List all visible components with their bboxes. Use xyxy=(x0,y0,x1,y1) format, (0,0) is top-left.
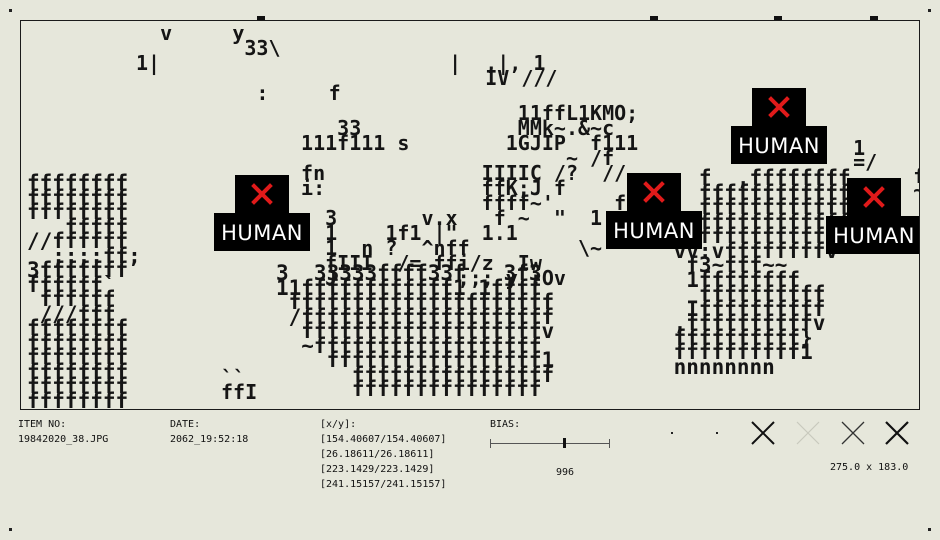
ascii-art-bottom: `` ffI xyxy=(221,366,258,404)
xy-row: [241.15157/241.15157] xyxy=(320,479,447,490)
bias-label: BIAS: xyxy=(490,419,521,430)
red-x-icon xyxy=(768,96,790,118)
image-viewport[interactable]: ffffffff ffffffff ffffffff fffff //fffff… xyxy=(20,20,920,410)
x-mark-icon[interactable] xyxy=(840,420,866,446)
item-info: ITEM NO: 19842020_38.JPG xyxy=(18,417,108,447)
dot-icon xyxy=(716,432,718,434)
badge-label: HUMAN xyxy=(731,126,827,164)
x-mark-icon[interactable] xyxy=(884,420,910,446)
bias-slider-end xyxy=(490,439,491,448)
ascii-art-far-right: 1. hZL ff| 1 5f =/ f ~ xyxy=(853,136,919,200)
bias-value: 996 xyxy=(556,467,575,478)
xy-row: [154.40607/154.40607] xyxy=(320,434,447,445)
xy-row: [26.18611/26.18611] xyxy=(320,449,435,460)
x-mark-icon[interactable] xyxy=(750,420,776,446)
badge-label: HUMAN xyxy=(606,211,702,249)
badge-label: HUMAN xyxy=(214,213,310,251)
ascii-art-left: ffffffff ffffffff ffffffff fffff //fffff… xyxy=(27,171,141,410)
ascii-art-top-fragments: v y 33\ 1| | ,|, 1 IV /// : f xyxy=(136,21,558,105)
red-x-icon xyxy=(863,186,885,208)
badge-mark-box xyxy=(627,173,681,211)
image-dimensions: 275.0 x 183.0 xyxy=(830,462,909,473)
xy-row: [223.1429/223.1429] xyxy=(320,464,435,475)
badge-mark-box xyxy=(752,88,806,126)
bias-slider-end xyxy=(609,439,610,448)
bias-slider-track[interactable] xyxy=(490,443,610,444)
badge-label: HUMAN xyxy=(826,216,919,254)
human-badge[interactable]: HUMAN xyxy=(731,88,827,164)
human-badge[interactable]: HUMAN xyxy=(214,175,310,251)
red-x-icon xyxy=(643,181,665,203)
corner-mark xyxy=(928,528,931,531)
badge-mark-box xyxy=(847,178,901,216)
date-value: 2062_19:52:18 xyxy=(170,434,249,445)
item-value: 19842020_38.JPG xyxy=(18,434,109,445)
corner-mark xyxy=(9,9,12,12)
red-x-icon xyxy=(251,183,273,205)
corner-mark xyxy=(928,9,931,12)
xy-label: [x/y]: xyxy=(320,419,357,430)
date-label: DATE: xyxy=(170,419,201,430)
badge-mark-box xyxy=(235,175,289,213)
ascii-art-center-top: 11ffL1KMO; 33 MMk~.&~c 111f111 s 1GJIP f… xyxy=(301,101,639,290)
bias-slider-handle[interactable] xyxy=(563,438,567,448)
ascii-art-right: f ,ffffffff ffffffffffff ffffffffffff ff… xyxy=(673,166,851,379)
human-badge[interactable]: HUMAN xyxy=(606,173,702,249)
human-badge[interactable]: HUMAN xyxy=(826,178,919,254)
corner-mark xyxy=(9,528,12,531)
xy-info: [x/y]: [154.40607/154.40607] [26.18611/2… xyxy=(320,417,446,492)
dot-icon xyxy=(671,432,673,434)
item-label: ITEM NO: xyxy=(18,419,67,430)
ascii-art-center: 3 33333ffff33f 3f3 11ffffffffffff1 1ffff… xyxy=(276,261,555,401)
date-info: DATE: 2062_19:52:18 xyxy=(170,417,248,447)
x-mark-faded-icon[interactable] xyxy=(795,420,821,446)
